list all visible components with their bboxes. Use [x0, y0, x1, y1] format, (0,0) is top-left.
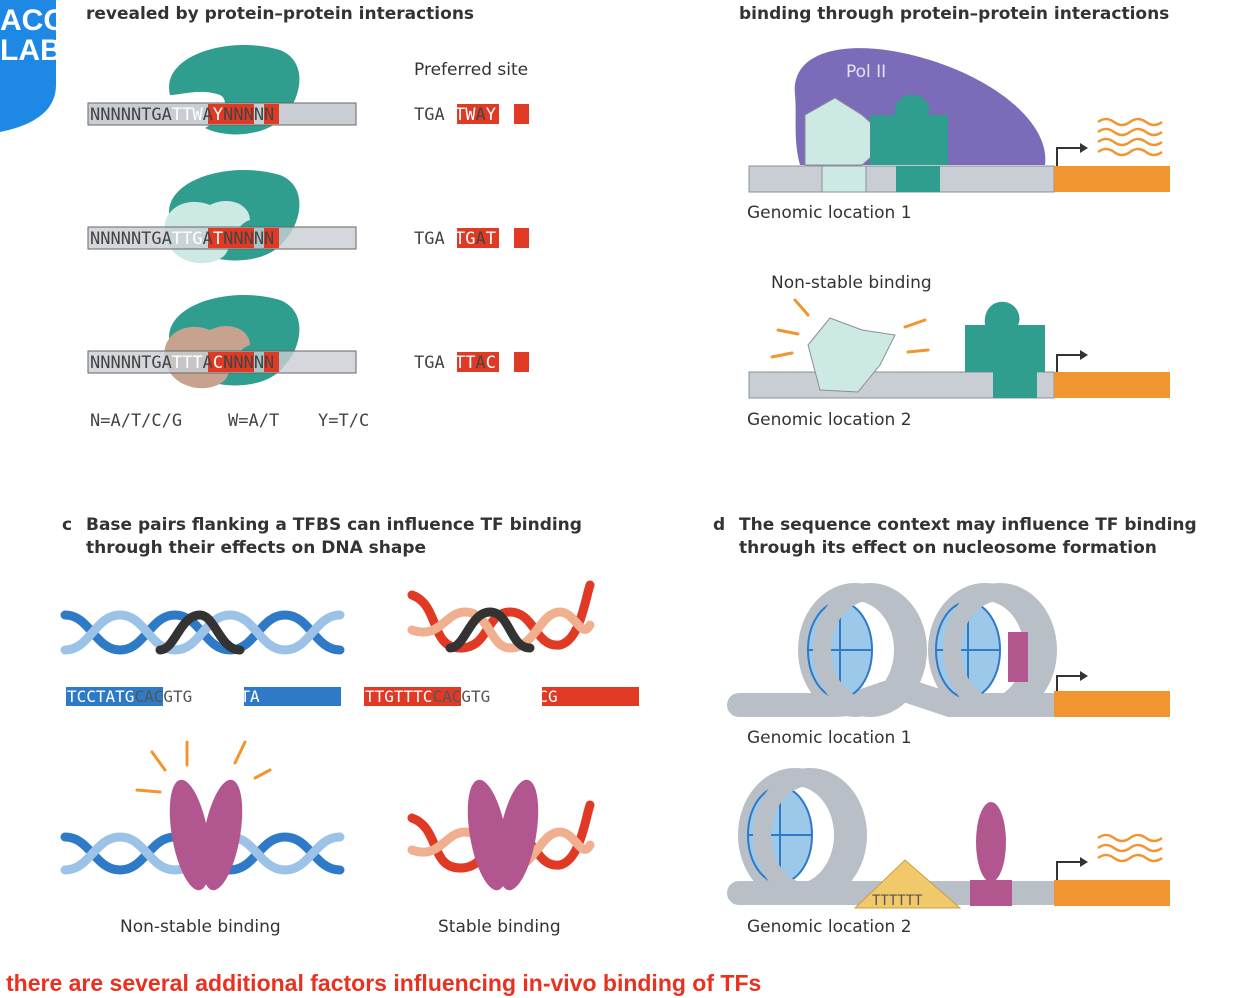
non-stable-binding-label: Non-stable binding: [771, 273, 932, 293]
site-var: Y: [486, 105, 496, 125]
tss-arrow-icon: [1056, 675, 1080, 691]
panel-d-letter: d: [713, 515, 725, 535]
site-prefix: TGA: [414, 229, 445, 249]
logo-line1: ACO: [0, 4, 67, 37]
svg-text:NNNNNTGATTTACNNNNN: NNNNNTGATTTACNNNNN: [90, 353, 274, 373]
tf-lobe-right: [497, 779, 539, 891]
seq-var: Y: [213, 105, 223, 125]
panel-d: d The sequence context may influence TF …: [713, 515, 1197, 937]
site-core: TTW: [445, 105, 476, 125]
instability-marks-icon: [135, 740, 272, 794]
slide-caption: there are several additional factors inf…: [6, 970, 762, 996]
genomic-location-d2-label: Genomic location 2: [747, 917, 912, 937]
panel-d-title-line1: The sequence context may influence TF bi…: [739, 515, 1197, 535]
seq-flank2: NNNNN: [223, 105, 274, 125]
seq-core: TTT: [172, 353, 203, 373]
tf-lobe-left: [169, 779, 211, 891]
seq-a: A: [203, 353, 213, 373]
seq-right-core: CACGTG: [432, 687, 490, 706]
seq-left-flank2: AGATGTA: [192, 687, 260, 706]
tss-arrow-icon: [1056, 861, 1080, 880]
seq-left-core: CACGTG: [134, 687, 192, 706]
tf-lobe-right: [201, 779, 243, 891]
seq-core: TTW: [172, 105, 203, 125]
svg-text:TCCTATGCACGTGAGATGTA: TCCTATGCACGTGAGATGTA: [67, 687, 260, 706]
preferred-site-label: Preferred site: [414, 60, 528, 80]
seq-var: C: [213, 353, 223, 373]
svg-text:TGATTGAT: TGATTGAT: [414, 229, 496, 249]
site-core: TTT: [445, 353, 476, 373]
gene-body-d2: [1054, 880, 1170, 906]
seq-flank: NNNNNTGA: [90, 353, 172, 373]
tf-shape: [965, 301, 1045, 372]
site-prefix: TGA: [414, 105, 445, 125]
svg-text:TGATTTAC: TGATTTAC: [414, 353, 496, 373]
dna-helix-red: [407, 580, 595, 653]
seq-core: TTG: [172, 229, 203, 249]
panel-c-title-line1: Base pairs flanking a TFBS can influence…: [86, 515, 582, 535]
pol-ii-label: Pol II: [846, 62, 886, 82]
tf-row-1: NNNNNTGATTWAYNNNNN TGATTWAY: [87, 45, 529, 135]
panel-c-title-line2: through their effects on DNA shape: [86, 538, 426, 558]
site-a: A: [475, 229, 485, 249]
seq-right-flank2: ATCTGCG: [490, 687, 557, 706]
gene-body-2: [1054, 372, 1170, 398]
transcript-waves-icon: [1097, 833, 1163, 863]
gene-body-1: [1054, 166, 1170, 192]
seq-a: A: [203, 229, 213, 249]
aco-lab-logo: ACO LAB: [0, 0, 67, 132]
tss-arrow-icon: [1056, 354, 1080, 372]
transcript-waves-icon: [1097, 117, 1163, 157]
seq-flank2: NNNNN: [223, 229, 274, 249]
panel-a: revealed by protein–protein interactions…: [86, 4, 529, 431]
poly-t-element: [853, 859, 962, 909]
seq-left-flank1: TCCTATG: [67, 687, 134, 706]
panel-c: c Base pairs flanking a TFBS can influen…: [60, 515, 639, 937]
svg-text:NNNNNTGATTWAYNNNNN: NNNNNTGATTWAYNNNNN: [90, 105, 274, 125]
legend-n: N=A/T/C/G: [90, 411, 182, 431]
seq-flank2: NNNNN: [223, 353, 274, 373]
tfbs-occluded: [1008, 632, 1028, 682]
logo-line2: LAB: [0, 34, 62, 67]
instability-marks-icon: [770, 298, 930, 359]
panel-b: binding through protein–protein interact…: [739, 4, 1170, 430]
non-stable-binding-label-c: Non-stable binding: [120, 917, 281, 937]
seq-flank: NNNNNTGA: [90, 105, 172, 125]
gene-body-d1: [1054, 691, 1170, 717]
genomic-location-d1-label: Genomic location 1: [747, 728, 912, 748]
site-a: A: [475, 105, 485, 125]
nucleosome-2: [928, 583, 1057, 717]
panel-a-title: revealed by protein–protein interactions: [86, 4, 474, 24]
panel-b-title: binding through protein–protein interact…: [739, 4, 1169, 24]
tf-row-3: NNNNNTGATTTACNNNNN TGATTTAC: [87, 295, 529, 389]
cofactor-shape-unbound: [807, 317, 896, 393]
site-var: T: [486, 229, 496, 249]
tf-shape: [870, 94, 948, 165]
tf-row-2: NNNNNTGATTGATNNNNN TGATTGAT: [87, 170, 529, 264]
site-var: C: [486, 353, 496, 373]
genomic-location-2-label: Genomic location 2: [747, 410, 912, 430]
dna-helix-blue: [60, 610, 345, 655]
genomic-location-1-label: Genomic location 1: [747, 203, 912, 223]
seq-right-flank1: TTGTTTC: [365, 687, 432, 706]
nucleosome-1: [798, 583, 927, 717]
svg-text:TGATTWAY: TGATTWAY: [414, 105, 496, 125]
seq-var: T: [213, 229, 223, 249]
poly-t-label: TTTTTT: [872, 893, 923, 909]
panel-d-title-line2: through its effect on nucleosome formati…: [739, 538, 1157, 558]
tss-arrow-icon: [1056, 147, 1080, 166]
svg-text:TTGTTTCCACGTGATCTGCG: TTGTTTCCACGTGATCTGCG: [365, 687, 558, 706]
seq-flank: NNNNNTGA: [90, 229, 172, 249]
site-core: TTG: [445, 229, 476, 249]
legend-y: Y=T/C: [318, 411, 369, 431]
site-a: A: [475, 353, 485, 373]
site-prefix: TGA: [414, 353, 445, 373]
stable-binding-label: Stable binding: [438, 917, 561, 937]
svg-text:NNNNNTGATTGATNNNNN: NNNNNTGATTGATNNNNN: [90, 229, 274, 249]
seq-a: A: [203, 105, 213, 125]
tf-bound: [976, 802, 1006, 882]
legend-w: W=A/T: [228, 411, 279, 431]
nucleosome-3: [738, 768, 867, 902]
panel-c-letter: c: [62, 515, 72, 535]
